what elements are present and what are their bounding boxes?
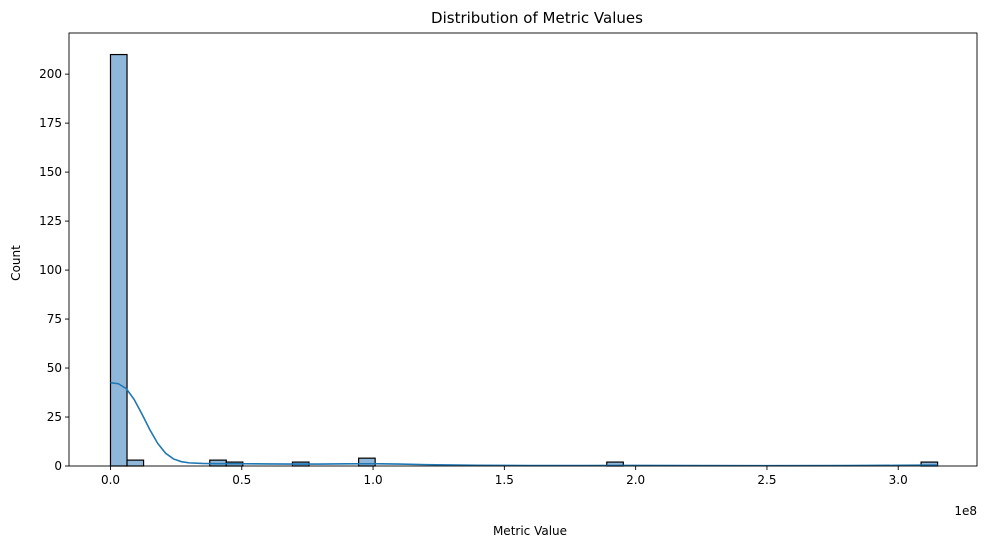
x-tick-label-5: 2.5 [757, 473, 776, 487]
histogram-bar-5 [358, 457, 376, 467]
bars-group [109, 53, 939, 467]
plot-frame [68, 32, 978, 467]
y-tick-label-7: 175 [39, 116, 62, 130]
x-axis-label: Metric Value [493, 524, 567, 538]
x-tick-label-6: 3.0 [889, 473, 908, 487]
y-tick-label-0: 0 [54, 459, 62, 473]
x-scale-offset-label: 1e8 [954, 504, 977, 518]
y-tick-label-5: 125 [39, 214, 62, 228]
histogram-bar-0 [109, 53, 128, 467]
x-tick-label-3: 1.5 [495, 473, 514, 487]
x-tick-label-4: 2.0 [626, 473, 645, 487]
y-axis-label: Count [9, 245, 23, 281]
x-ticks: 0.0 0.5 1.0 1.5 2.0 2.5 3.0 [101, 466, 908, 487]
x-tick-label-1: 0.5 [232, 473, 251, 487]
chart-title: Distribution of Metric Values [431, 9, 643, 27]
y-ticks: 0 25 50 75 100 125 150 175 200 [39, 67, 69, 473]
kde-line [110, 381, 938, 467]
y-tick-label-2: 50 [47, 361, 62, 375]
y-tick-label-8: 200 [39, 67, 62, 81]
x-tick-label-2: 1.0 [364, 473, 383, 487]
y-tick-label-6: 150 [39, 165, 62, 179]
y-tick-label-4: 100 [39, 263, 62, 277]
x-tick-label-0: 0.0 [101, 473, 120, 487]
y-tick-label-1: 25 [47, 410, 62, 424]
y-tick-label-3: 75 [47, 312, 62, 326]
histogram-bar-1 [126, 459, 145, 467]
